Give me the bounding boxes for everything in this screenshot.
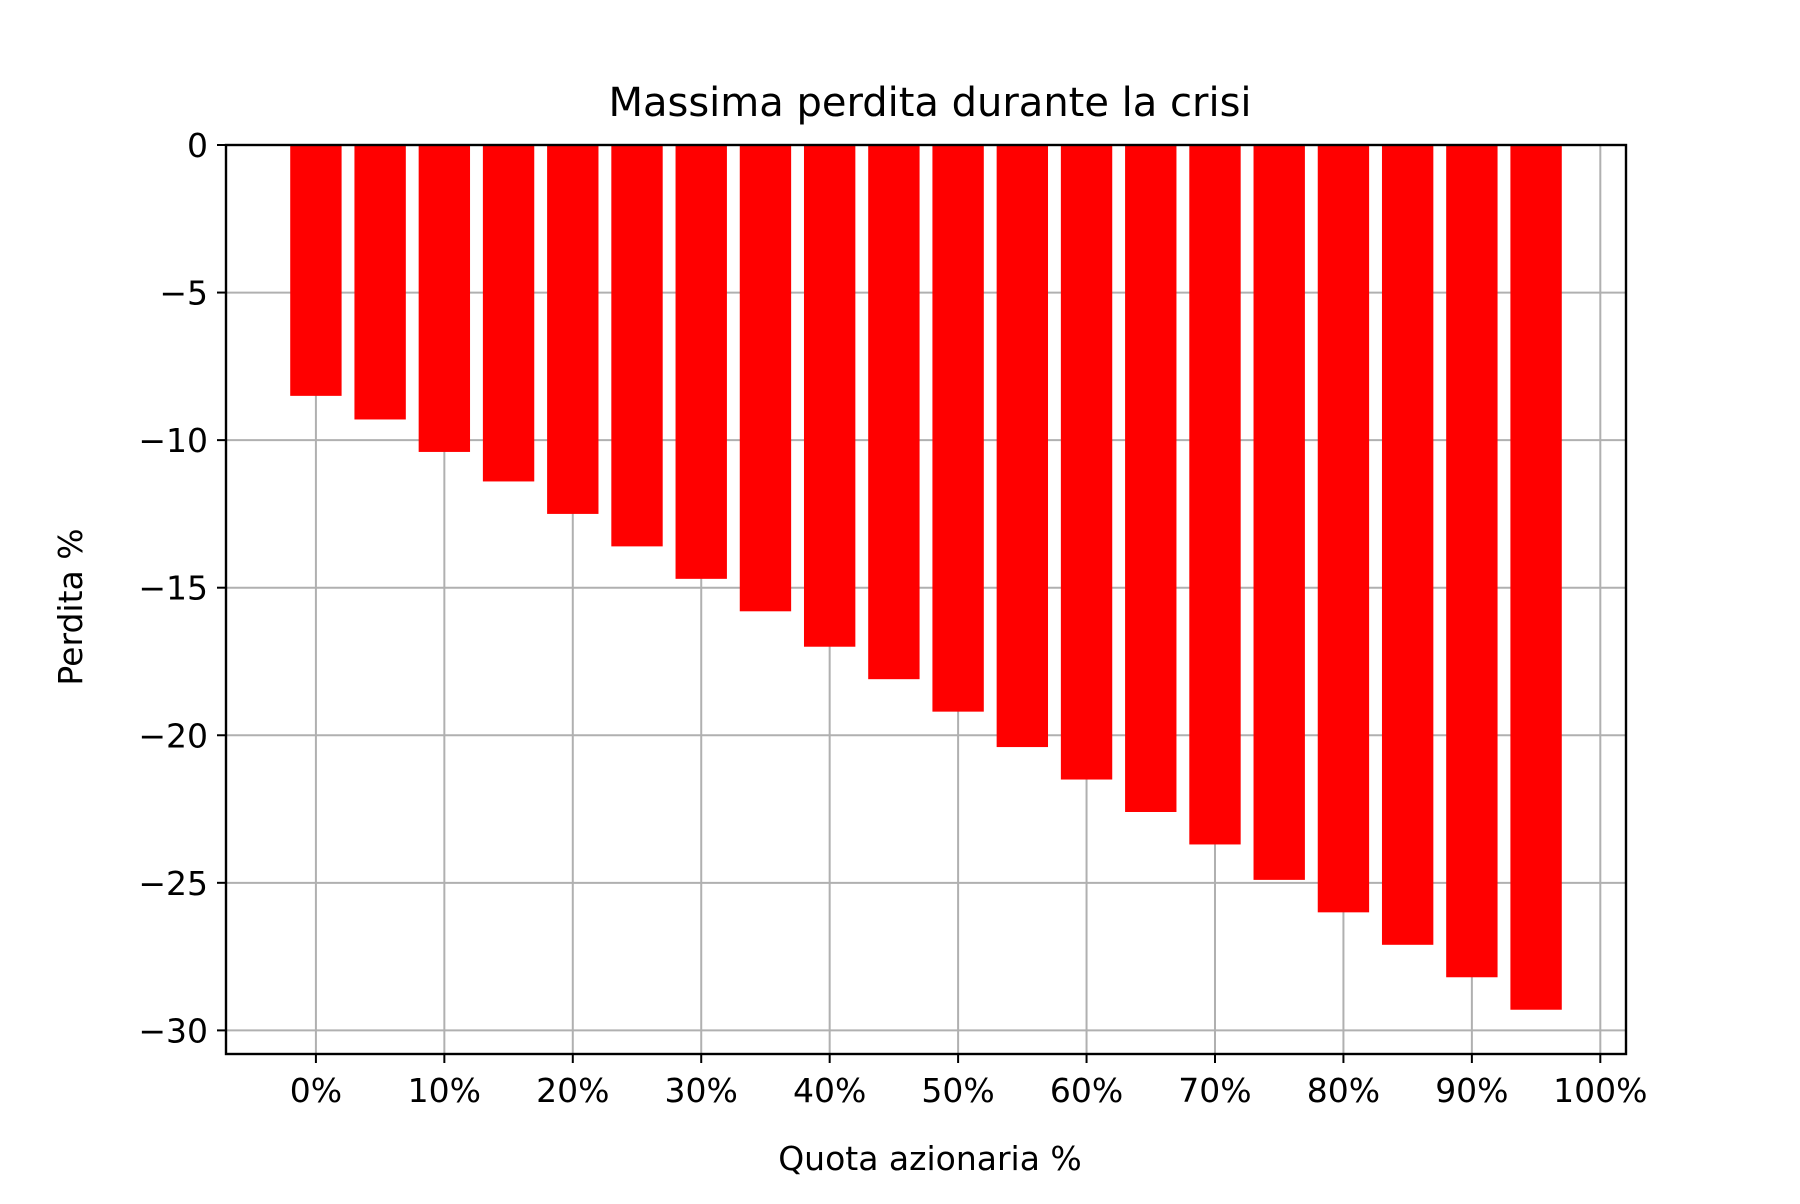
- x-tick-label: 20%: [536, 1071, 609, 1110]
- y-tick-label: −15: [138, 569, 208, 608]
- bar: [482, 145, 535, 482]
- y-tick-label: 0: [187, 126, 208, 165]
- bar: [739, 145, 792, 612]
- x-tick-label: 70%: [1178, 1071, 1251, 1110]
- y-axis-title: Perdita %: [51, 528, 90, 685]
- bar: [1189, 145, 1241, 845]
- bar: [1253, 145, 1305, 880]
- x-tick-label: 100%: [1553, 1071, 1647, 1110]
- y-tick-label: −25: [138, 864, 208, 903]
- y-tick-label: −30: [138, 1011, 208, 1050]
- bar: [1510, 145, 1562, 1010]
- x-tick-label: 0%: [290, 1071, 342, 1110]
- x-tick-label: 60%: [1050, 1071, 1123, 1110]
- bar: [418, 145, 471, 452]
- x-tick-label: 90%: [1435, 1071, 1508, 1110]
- plot-frame: [224, 143, 1628, 1056]
- bar: [868, 145, 920, 680]
- bar: [932, 145, 984, 712]
- x-tick-label: 30%: [665, 1071, 738, 1110]
- bar: [1381, 145, 1434, 945]
- x-tick-label: 50%: [921, 1071, 994, 1110]
- bar: [803, 145, 856, 647]
- x-tick-label: 10%: [408, 1071, 481, 1110]
- y-tick-label: −10: [138, 421, 208, 460]
- ticks-layer: 0% 10% 20% 30% 40% 50% 60% 70% 80% 90% 100% 0 −5 −10 −…: [138, 126, 1647, 1110]
- bars-layer: [290, 145, 1562, 1010]
- bar: [1317, 145, 1370, 913]
- y-tick-label: −5: [159, 274, 208, 313]
- bar: [547, 145, 599, 514]
- y-tick-label: −20: [138, 716, 208, 755]
- bar: [1446, 145, 1498, 978]
- x-tick-label: 80%: [1307, 1071, 1380, 1110]
- bar: [354, 145, 406, 420]
- bar: [1060, 145, 1113, 780]
- bar: [996, 145, 1049, 748]
- bar: [290, 145, 342, 396]
- x-axis-title: Quota azionaria %: [778, 1139, 1082, 1178]
- x-tick-label: 40%: [793, 1071, 866, 1110]
- bar: [675, 145, 727, 579]
- bar: [611, 145, 663, 547]
- chart-title: Massima perdita durante la crisi: [608, 80, 1251, 126]
- bar: [1125, 145, 1177, 812]
